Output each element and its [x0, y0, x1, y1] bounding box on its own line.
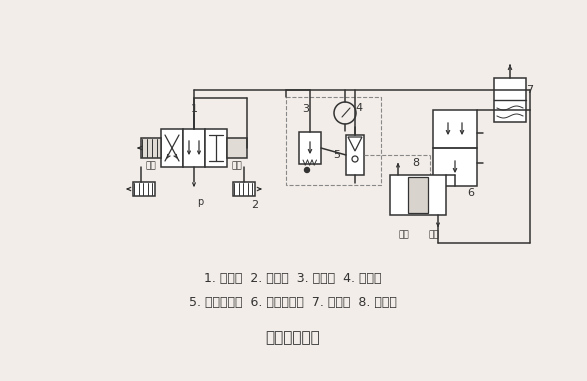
Bar — [141, 138, 161, 158]
Bar — [390, 175, 446, 215]
Text: 1. 换向阀  2. 消声器  3. 减压阀  4. 压力表: 1. 换向阀 2. 消声器 3. 减压阀 4. 压力表 — [204, 272, 382, 285]
Text: 松开: 松开 — [429, 231, 440, 240]
Circle shape — [305, 168, 309, 173]
Bar — [233, 182, 255, 196]
Bar — [227, 138, 247, 158]
Text: 松开: 松开 — [146, 162, 156, 171]
Text: 8: 8 — [413, 158, 420, 168]
Text: 1: 1 — [191, 104, 197, 114]
Bar — [299, 132, 321, 164]
Bar — [408, 177, 428, 213]
Polygon shape — [348, 137, 362, 151]
Text: 4: 4 — [356, 103, 363, 113]
Bar — [494, 78, 526, 122]
Text: 2: 2 — [251, 200, 258, 210]
Text: 5. 快速放气阀  6. 气液增压器  7. 储油器  8. 液压缸: 5. 快速放气阀 6. 气液增压器 7. 储油器 8. 液压缸 — [189, 296, 397, 309]
Text: 6: 6 — [467, 188, 474, 198]
Bar — [133, 182, 155, 196]
Text: 卡紧: 卡紧 — [232, 162, 242, 171]
Bar — [161, 129, 183, 167]
Bar — [433, 110, 477, 186]
Text: 卡紧: 卡紧 — [399, 231, 409, 240]
Text: 3: 3 — [302, 104, 309, 114]
Bar — [286, 97, 381, 185]
Text: 7: 7 — [527, 85, 534, 95]
Text: p: p — [197, 197, 203, 207]
Bar — [346, 135, 364, 175]
Bar — [205, 129, 227, 167]
Text: 夹具系统回路: 夹具系统回路 — [266, 330, 321, 346]
Bar — [183, 129, 205, 167]
Text: 5: 5 — [333, 150, 340, 160]
